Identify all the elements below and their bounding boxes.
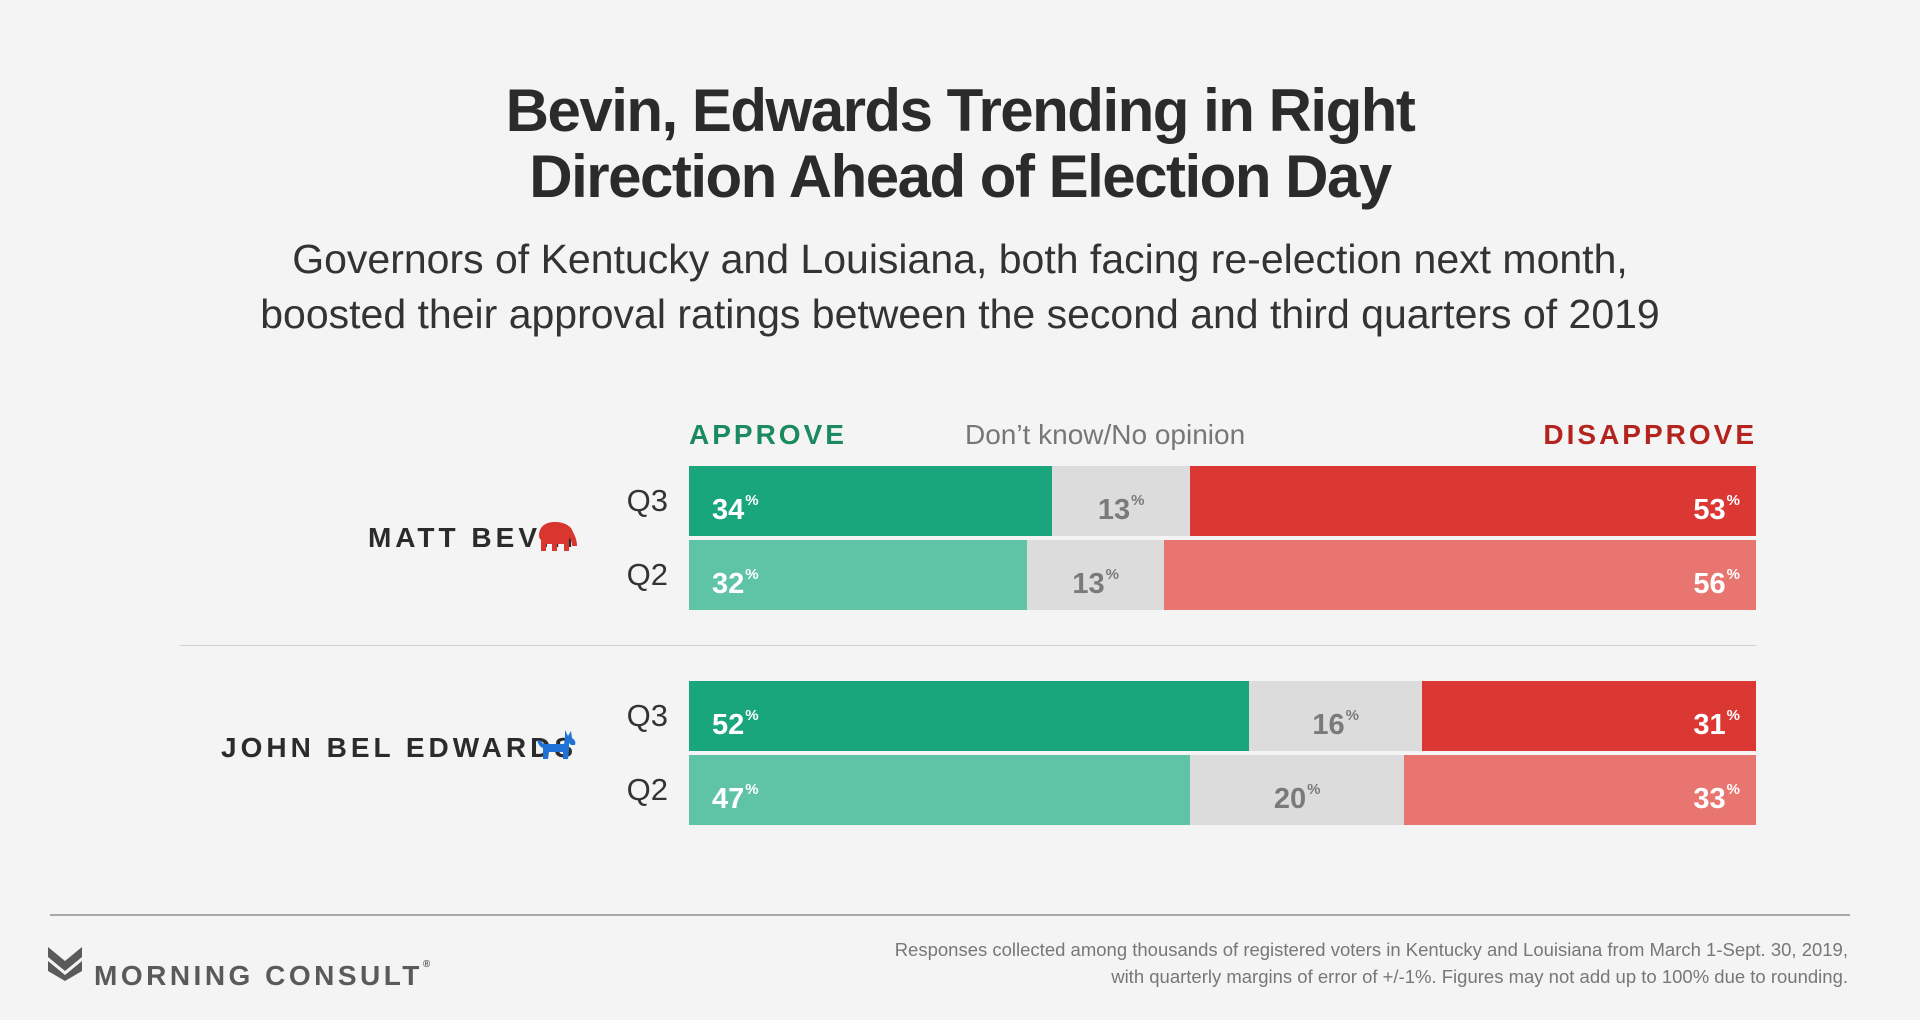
brand-text: MORNING CONSULT <box>94 960 423 991</box>
data-label-bevin-q3-neutral: 13% <box>1097 492 1145 526</box>
data-label-edwards-q3-disapprove: 31% <box>1693 707 1740 741</box>
percent-sign: % <box>745 566 759 583</box>
row-label-bevin-q3: Q3 <box>626 483 668 518</box>
percent-sign: % <box>745 492 759 509</box>
data-label-edwards-q3-neutral: 16% <box>1312 707 1359 741</box>
title-line-2: Direction Ahead of Election Day <box>529 143 1392 210</box>
row-label-edwards-q3: Q3 <box>626 698 668 733</box>
percent-sign: % <box>1726 707 1740 724</box>
percent-sign: % <box>1726 566 1740 583</box>
bar-edwards-q2-approve: 47% <box>689 755 1191 825</box>
data-label-bevin-q3-approve: 34% <box>712 492 759 526</box>
title-line-1: Bevin, Edwards Trending in Right <box>505 77 1416 144</box>
footnote: Responses collected among thousands of r… <box>895 936 1848 990</box>
bar-edwards-q2-neutral: 20% <box>1190 755 1404 825</box>
bar-bevin-q2-disapprove: 56% <box>1164 540 1756 610</box>
data-label-bevin-q2-neutral: 13% <box>1072 566 1120 600</box>
subtitle-line-1: Governors of Kentucky and Louisiana, bot… <box>292 236 1628 282</box>
data-label-edwards-q2-approve: 47% <box>712 781 759 815</box>
percent-sign: % <box>1105 566 1120 583</box>
data-label-bevin-q2-disapprove: 56% <box>1693 566 1740 600</box>
data-label-edwards-q2-disapprove: 33% <box>1693 781 1740 815</box>
morning-consult-logo-icon <box>48 947 82 981</box>
percent-sign: % <box>745 781 759 798</box>
data-label-bevin-q2-approve: 32% <box>712 566 759 600</box>
legend-approve: APPROVE <box>689 419 847 450</box>
footnote-line-1: Responses collected among thousands of r… <box>894 939 1848 960</box>
data-label-edwards-q2-neutral: 20% <box>1273 781 1321 815</box>
subtitle-line-2: boosted their approval ratings between t… <box>260 291 1660 337</box>
group-divider <box>180 645 1756 646</box>
legend-disapprove: DISAPPROVE <box>1543 419 1757 450</box>
percent-sign: % <box>1726 781 1740 798</box>
bar-edwards-q2-disapprove: 33% <box>1403 755 1756 825</box>
bar-edwards-q3-disapprove: 31% <box>1421 681 1756 751</box>
bar-row-edwards-q3: 52% 16% 31% <box>689 681 1756 751</box>
percent-sign: % <box>1307 781 1321 798</box>
bar-row-edwards-q2: 47% 20% 33% <box>689 755 1756 825</box>
percent-sign: % <box>1726 492 1740 509</box>
row-label-edwards-q2: Q2 <box>626 772 668 807</box>
footer-divider <box>50 914 1850 916</box>
group-label-edwards: JOHN BEL EDWARDS <box>221 732 577 764</box>
registered-mark: ® <box>422 959 431 970</box>
chart-subtitle: Governors of Kentucky and Louisiana, bot… <box>0 232 1920 342</box>
percent-sign: % <box>745 707 759 724</box>
donkey-icon <box>537 730 576 759</box>
elephant-icon <box>539 522 577 551</box>
percent-sign: % <box>1345 707 1359 724</box>
legend-neutral: Don’t know/No opinion <box>965 419 1246 450</box>
bar-row-bevin-q3: 34% 13% 53% <box>689 466 1756 536</box>
chart-title: Bevin, Edwards Trending in Right Directi… <box>0 78 1920 210</box>
group-name-bevin: MATT BEVIN <box>367 522 577 553</box>
data-label-edwards-q3-approve: 52% <box>712 707 759 741</box>
footnote-line-2: with quarterly margins of error of +/-1%… <box>1111 966 1848 987</box>
bar-bevin-q3-neutral: 13% <box>1051 466 1191 536</box>
bar-edwards-q3-neutral: 16% <box>1249 681 1422 751</box>
data-label-bevin-q3-disapprove: 53% <box>1693 492 1740 526</box>
bar-bevin-q2-approve: 32% <box>689 540 1028 610</box>
group-name-edwards: JOHN BEL EDWARDS <box>221 732 577 763</box>
percent-sign: % <box>1131 492 1145 509</box>
bar-bevin-q3-approve: 34% <box>689 466 1052 536</box>
bar-edwards-q3-approve: 52% <box>689 681 1250 751</box>
group-label-bevin: MATT BEVIN <box>368 522 577 554</box>
bar-bevin-q2-neutral: 13% <box>1027 540 1165 610</box>
row-label-bevin-q2: Q2 <box>626 557 668 592</box>
bar-row-bevin-q2: 32% 13% 56% <box>689 540 1756 610</box>
brand-name: MORNING CONSULT® <box>94 948 430 993</box>
bar-bevin-q3-disapprove: 53% <box>1190 466 1756 536</box>
